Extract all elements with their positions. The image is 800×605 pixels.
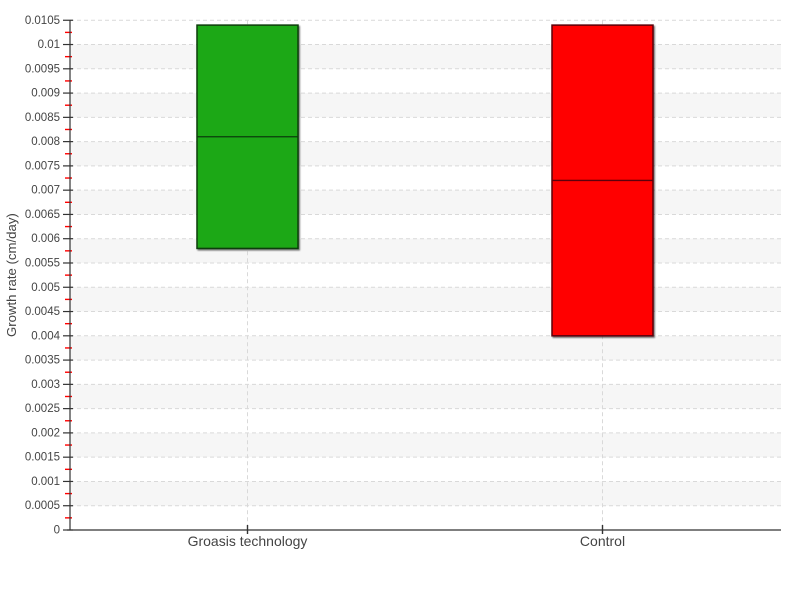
svg-text:0.008: 0.008 — [31, 136, 60, 148]
svg-text:0.0055: 0.0055 — [25, 257, 60, 269]
svg-text:0.0005: 0.0005 — [25, 500, 60, 512]
svg-text:0.0065: 0.0065 — [25, 209, 60, 221]
svg-text:0.0035: 0.0035 — [25, 355, 60, 367]
svg-text:0.009: 0.009 — [31, 88, 60, 100]
svg-text:0.003: 0.003 — [31, 379, 60, 391]
svg-text:0.01: 0.01 — [38, 39, 60, 51]
svg-text:0.0045: 0.0045 — [25, 306, 60, 318]
svg-text:0: 0 — [54, 525, 60, 537]
svg-text:0.005: 0.005 — [31, 282, 60, 294]
svg-text:Groasis technology: Groasis technology — [188, 533, 308, 549]
svg-text:0.006: 0.006 — [31, 233, 60, 245]
svg-text:0.0105: 0.0105 — [25, 15, 60, 27]
svg-text:0.007: 0.007 — [31, 185, 60, 197]
svg-text:Control: Control — [580, 533, 625, 549]
svg-text:0.0085: 0.0085 — [25, 112, 60, 124]
svg-text:0.0095: 0.0095 — [25, 63, 60, 75]
svg-text:0.0025: 0.0025 — [25, 403, 60, 415]
svg-text:0.004: 0.004 — [31, 330, 60, 342]
svg-text:0.0075: 0.0075 — [25, 160, 60, 172]
svg-text:0.002: 0.002 — [31, 427, 60, 439]
svg-text:0.0015: 0.0015 — [25, 452, 60, 464]
svg-text:0.001: 0.001 — [31, 476, 60, 488]
svg-text:Growth rate (cm/day): Growth rate (cm/day) — [4, 213, 19, 337]
